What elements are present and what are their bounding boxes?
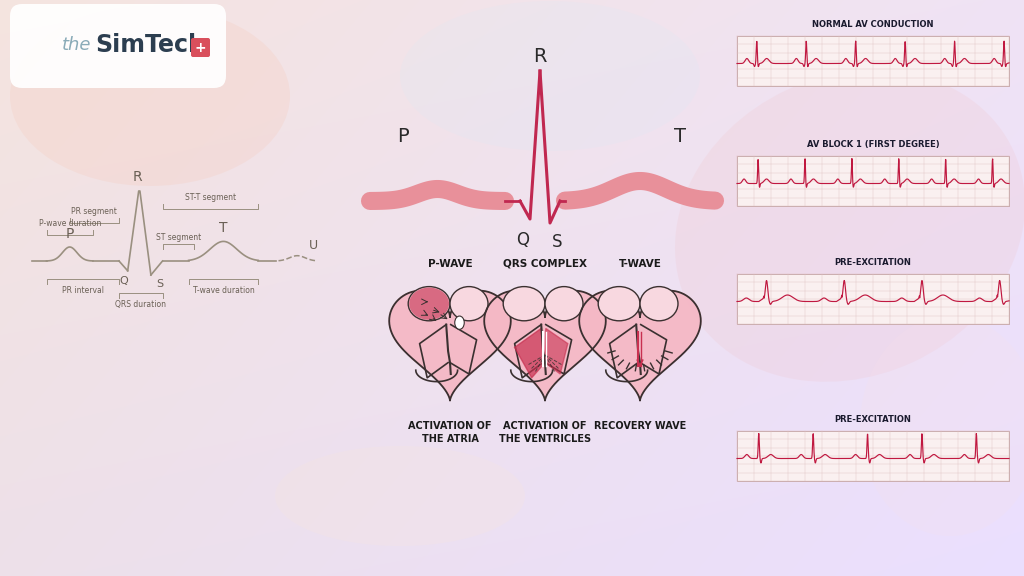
Text: U: U xyxy=(309,238,317,252)
FancyBboxPatch shape xyxy=(737,36,1009,86)
Text: QRS duration: QRS duration xyxy=(116,300,166,309)
Text: Q: Q xyxy=(119,276,128,286)
Ellipse shape xyxy=(410,287,450,320)
Ellipse shape xyxy=(275,446,525,546)
Text: R: R xyxy=(132,170,142,184)
Ellipse shape xyxy=(598,287,640,321)
Text: T-wave duration: T-wave duration xyxy=(193,286,254,295)
FancyBboxPatch shape xyxy=(737,431,1009,481)
Ellipse shape xyxy=(675,70,1024,382)
Ellipse shape xyxy=(409,287,450,321)
Text: R: R xyxy=(534,47,547,66)
Polygon shape xyxy=(545,328,567,374)
FancyBboxPatch shape xyxy=(191,38,210,57)
Text: PRE-EXCITATION: PRE-EXCITATION xyxy=(835,258,911,267)
Text: SimTech: SimTech xyxy=(95,33,205,57)
Text: PR segment: PR segment xyxy=(72,207,118,216)
Text: +: + xyxy=(195,40,206,55)
Ellipse shape xyxy=(400,1,700,151)
Text: PRE-EXCITATION: PRE-EXCITATION xyxy=(835,415,911,424)
Text: ACTIVATION OF
THE VENTRICLES: ACTIVATION OF THE VENTRICLES xyxy=(499,421,591,444)
Ellipse shape xyxy=(455,316,464,329)
FancyBboxPatch shape xyxy=(737,274,1009,324)
Text: NORMAL AV CONDUCTION: NORMAL AV CONDUCTION xyxy=(812,20,934,29)
Polygon shape xyxy=(580,291,700,400)
Ellipse shape xyxy=(640,287,678,321)
Text: S: S xyxy=(552,233,562,251)
Text: P: P xyxy=(396,127,409,146)
Text: the: the xyxy=(62,36,91,54)
Text: T-WAVE: T-WAVE xyxy=(618,259,662,269)
Text: Q: Q xyxy=(516,231,529,249)
Polygon shape xyxy=(515,328,545,378)
Text: RECOVERY WAVE: RECOVERY WAVE xyxy=(594,421,686,431)
Text: AV BLOCK 1 (FIRST DEGREE): AV BLOCK 1 (FIRST DEGREE) xyxy=(807,140,939,149)
Text: ST segment: ST segment xyxy=(156,233,201,242)
Polygon shape xyxy=(389,291,511,400)
Text: S: S xyxy=(156,279,163,289)
FancyBboxPatch shape xyxy=(737,156,1009,206)
Ellipse shape xyxy=(10,6,290,186)
Text: T: T xyxy=(674,127,686,146)
Text: ACTIVATION OF
THE ATRIA: ACTIVATION OF THE ATRIA xyxy=(409,421,492,444)
FancyBboxPatch shape xyxy=(10,4,226,88)
Ellipse shape xyxy=(545,287,583,321)
Ellipse shape xyxy=(860,316,1024,536)
Ellipse shape xyxy=(503,287,545,321)
Text: P: P xyxy=(66,227,74,241)
Text: PR interval: PR interval xyxy=(61,286,103,295)
Text: P-WAVE: P-WAVE xyxy=(428,259,472,269)
Text: QRS COMPLEX: QRS COMPLEX xyxy=(503,259,587,269)
Ellipse shape xyxy=(450,287,488,321)
Polygon shape xyxy=(484,291,606,400)
Text: ST-T segment: ST-T segment xyxy=(184,193,236,202)
Text: P-wave duration: P-wave duration xyxy=(39,219,101,228)
Text: T: T xyxy=(219,221,227,236)
